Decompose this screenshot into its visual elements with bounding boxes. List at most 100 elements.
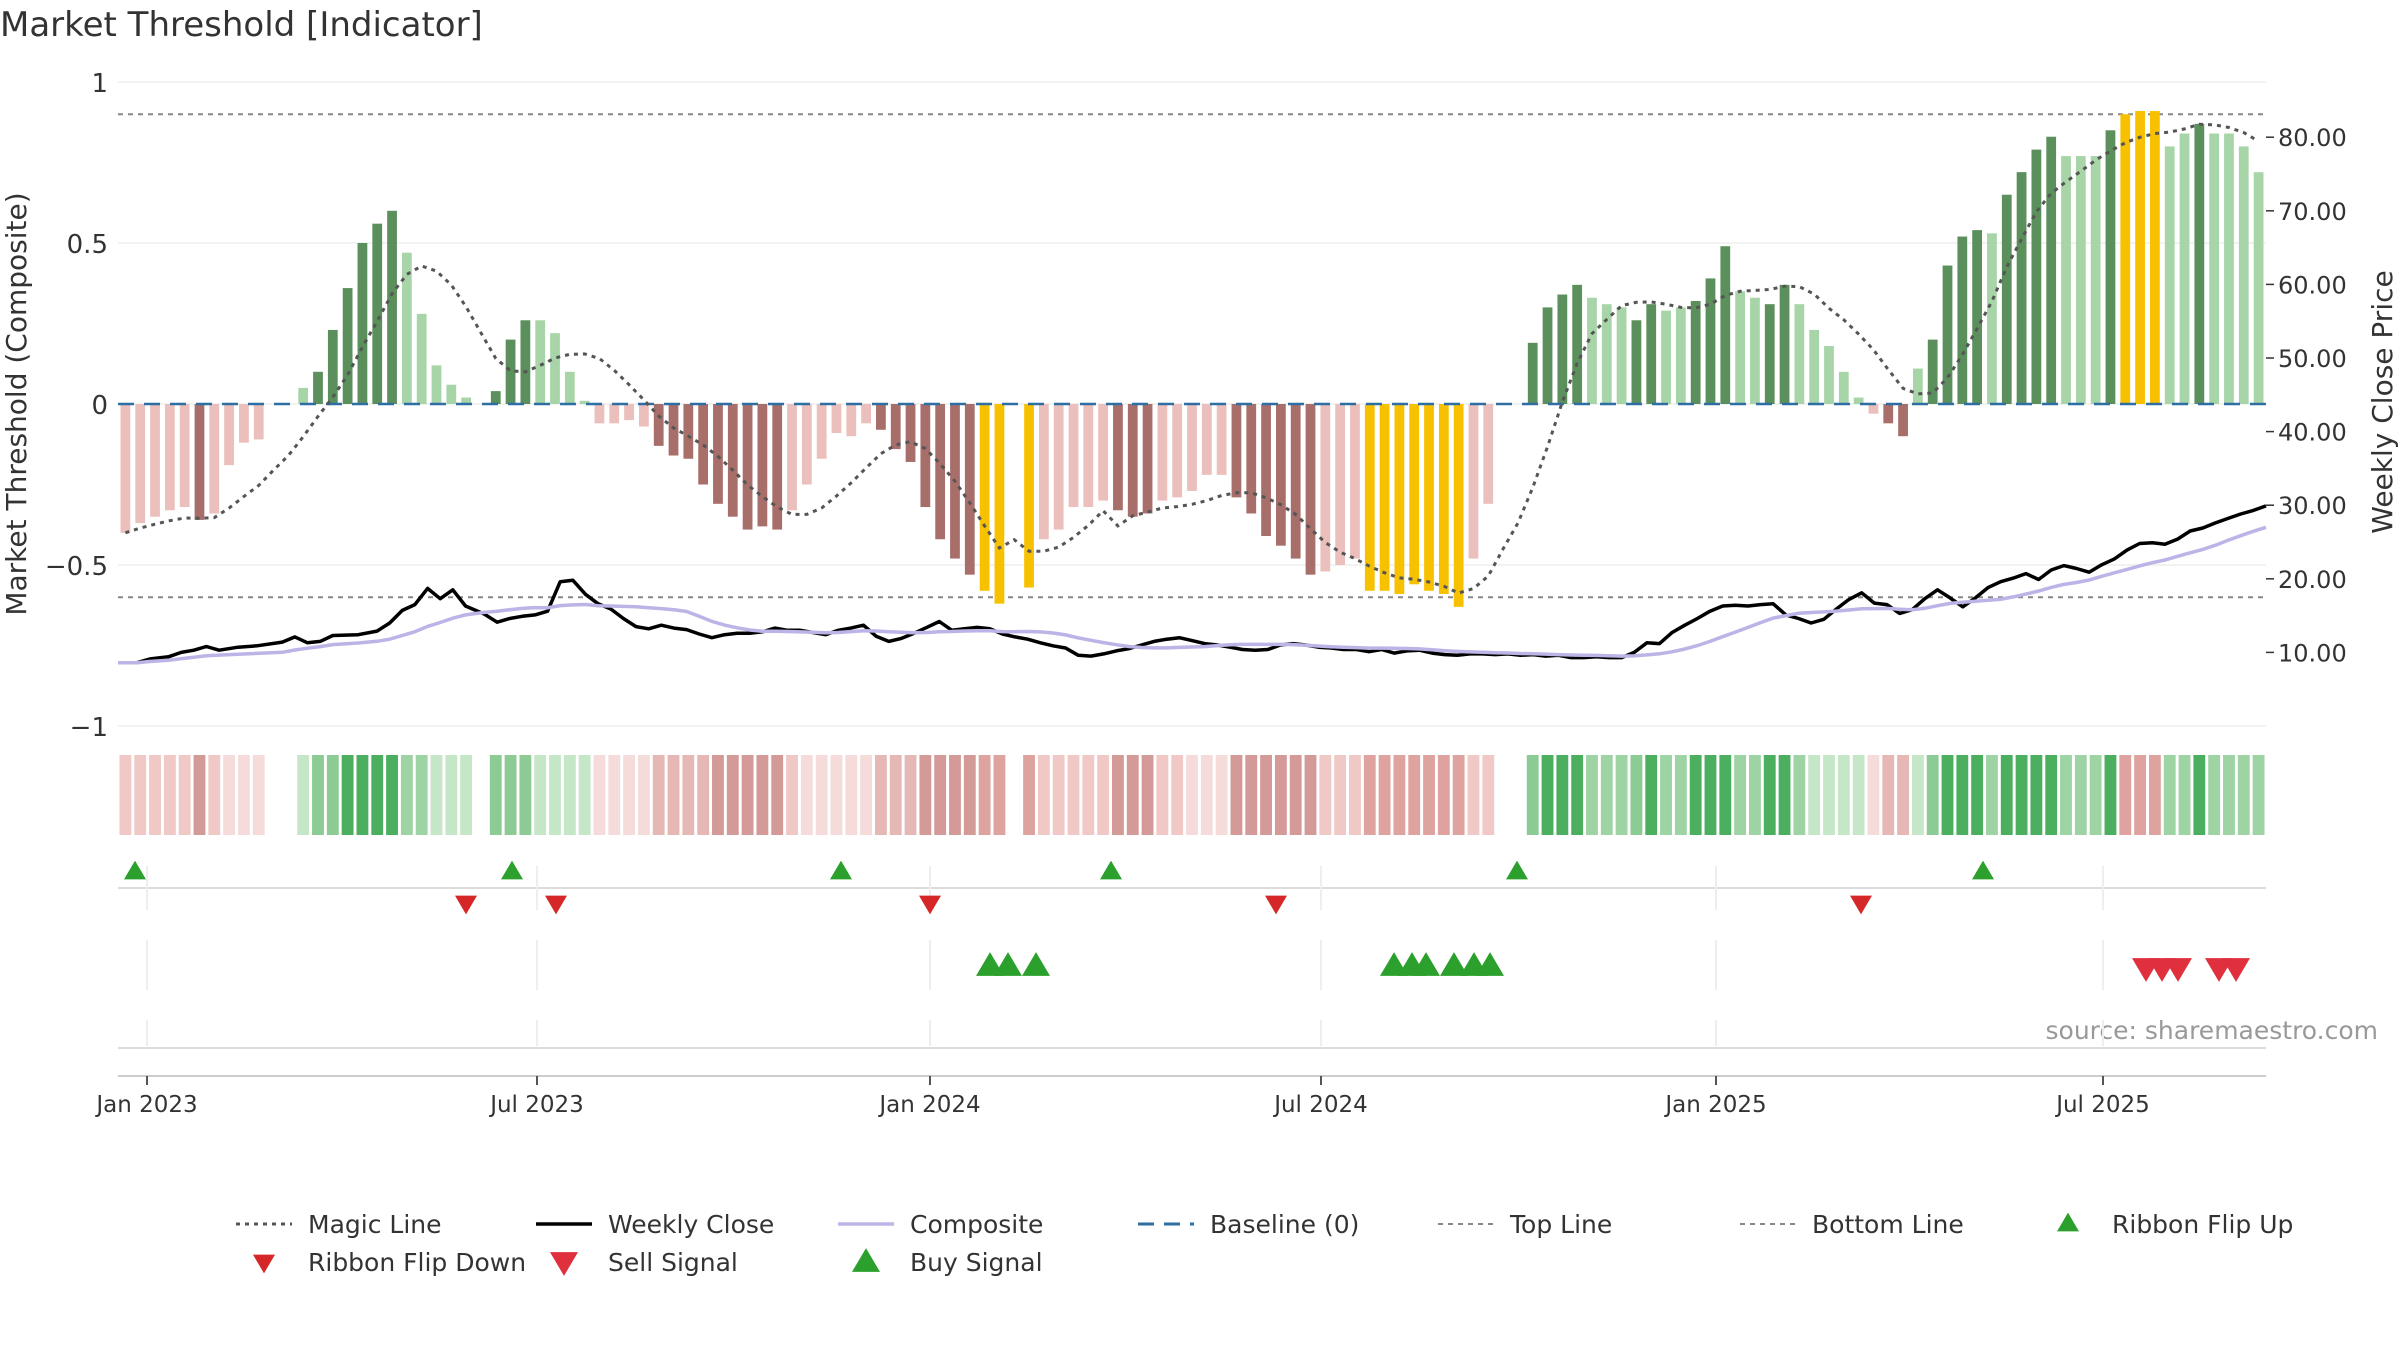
- histogram-bar: [253, 404, 264, 440]
- ribbon-flip-down-marker: [545, 895, 567, 915]
- legend-swatch: [550, 1252, 578, 1276]
- histogram-bar: [1261, 404, 1271, 537]
- ribbon-cell: [134, 755, 147, 835]
- ribbon-cell: [1556, 755, 1569, 835]
- histogram-bar: [564, 371, 575, 404]
- ribbon-cell: [1378, 755, 1391, 835]
- histogram-bar: [1972, 230, 1983, 404]
- ribbon-cell: [2163, 755, 2176, 835]
- ribbon-cell: [1067, 755, 1080, 835]
- ribbon-cell: [1882, 755, 1895, 835]
- ribbon-cell: [1304, 755, 1317, 835]
- y2-tick-label: 40.00: [2278, 419, 2347, 447]
- ribbon-cell: [2119, 755, 2132, 835]
- histogram-bar: [742, 404, 753, 530]
- histogram-bar: [1157, 404, 1168, 501]
- histogram-bar: [1735, 291, 1745, 404]
- histogram-bar: [816, 404, 827, 459]
- ribbon-cell: [1956, 755, 1969, 835]
- axis-ticks: −1 −0.5 0 0.5 1 10.00 20.00 30.00 40.00 50.00 60.0…: [45, 69, 2347, 1118]
- histogram-bar: [1350, 404, 1360, 559]
- ribbon-cell: [593, 755, 606, 835]
- histogram-bar: [964, 404, 975, 575]
- ribbon-cell: [1289, 755, 1302, 835]
- buy-signal-marker: [1440, 952, 1468, 976]
- histogram-bar: [1483, 404, 1494, 504]
- histogram-bar: [713, 404, 723, 504]
- ribbon-cell: [1763, 755, 1776, 835]
- y2-tick-label: 10.00: [2278, 639, 2347, 667]
- histogram-bar: [1379, 404, 1390, 591]
- ribbon-cell: [1408, 755, 1421, 835]
- ribbon-cell: [1200, 755, 1213, 835]
- buy-signal-marker: [976, 952, 1004, 976]
- ribbon-cell: [874, 755, 887, 835]
- ribbon-cell: [637, 755, 650, 835]
- ribbon-cell: [1645, 755, 1658, 835]
- histogram-bar: [624, 404, 634, 421]
- ribbon-cell: [1926, 755, 1939, 835]
- histogram-bar: [401, 252, 412, 404]
- histogram-bar: [861, 404, 871, 424]
- ribbon-cell: [430, 755, 443, 835]
- ribbon-cell: [1082, 755, 1095, 835]
- histogram-bar: [2194, 123, 2205, 405]
- ribbon-cell: [1586, 755, 1598, 835]
- ribbon-cell: [1571, 755, 1584, 835]
- source-credit: source: sharemaestro.com: [2046, 1016, 2379, 1045]
- ribbon-cell: [1467, 755, 1480, 835]
- legend-label: Weekly Close: [608, 1210, 774, 1239]
- y2-tick-label: 30.00: [2278, 492, 2347, 520]
- histogram-bar: [1068, 404, 1079, 508]
- ribbon-cell: [1971, 755, 1984, 835]
- histogram-bar: [1557, 294, 1568, 404]
- ribbon-cell: [949, 755, 961, 835]
- ribbon-cell: [2060, 755, 2072, 835]
- histogram-bar: [2061, 156, 2071, 404]
- ribbon-cell: [1363, 755, 1376, 835]
- y2-tick-label: 80.00: [2278, 124, 2347, 152]
- ribbon-cell: [1334, 755, 1347, 835]
- ribbon-cell: [1778, 755, 1791, 835]
- ribbon-cell: [1689, 755, 1702, 835]
- ribbon-cell: [1171, 755, 1184, 835]
- histogram-bar: [150, 404, 160, 517]
- chart-title: Market Threshold [Indicator]: [0, 5, 483, 45]
- histogram-bar: [1779, 284, 1790, 404]
- sell-signal-marker: [2222, 958, 2250, 982]
- ribbon-cell: [2223, 755, 2235, 835]
- ribbon-cell: [1704, 755, 1717, 835]
- histogram-bar: [209, 404, 220, 514]
- ribbon-cell: [445, 755, 458, 835]
- legend-label: Magic Line: [308, 1210, 442, 1239]
- ribbon-cell: [2045, 755, 2058, 835]
- ribbon-cell: [993, 755, 1006, 835]
- histogram-bar: [1438, 404, 1449, 594]
- ribbon-cell: [237, 755, 250, 835]
- histogram-bar: [490, 391, 501, 404]
- ribbon-cell: [1823, 755, 1835, 835]
- histogram-bar: [2016, 172, 2027, 404]
- ribbon-cell: [2208, 755, 2221, 835]
- histogram-bar: [876, 404, 886, 430]
- histogram-bar: [2046, 136, 2057, 405]
- legend-swatch: [2057, 1212, 2079, 1232]
- buy-signal-marker: [1022, 952, 1050, 976]
- ribbon-cell: [756, 755, 769, 835]
- ribbon-cell: [786, 755, 798, 835]
- ribbon-cell: [1186, 755, 1198, 835]
- ribbon-cell: [1674, 755, 1687, 835]
- ribbon-cell: [1941, 755, 1954, 835]
- histogram-bar: [905, 404, 916, 462]
- histogram-bar: [2164, 146, 2175, 404]
- x-tick-label: Jul 2025: [2054, 1092, 2150, 1118]
- ribbon-cell: [2104, 755, 2117, 835]
- histogram-bar: [2253, 172, 2264, 404]
- histogram-bar: [653, 404, 664, 446]
- histogram-bar: [801, 404, 812, 485]
- ribbon-cell: [341, 755, 354, 835]
- histogram-bar: [1468, 404, 1479, 559]
- ribbon-cell: [1274, 755, 1287, 835]
- ribbon-cell: [682, 755, 695, 835]
- histogram-bar: [446, 384, 457, 404]
